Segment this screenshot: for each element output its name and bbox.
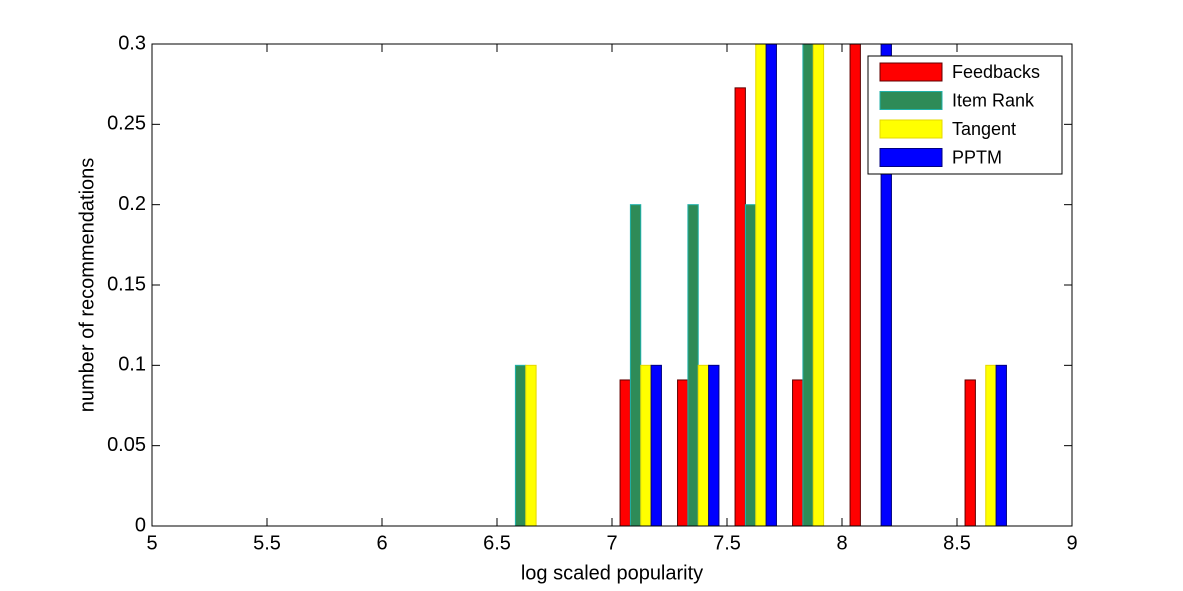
bars <box>514 44 1007 526</box>
bar <box>744 204 757 526</box>
bar <box>755 44 767 526</box>
y-tick-label: 0.2 <box>118 193 146 215</box>
bar <box>640 364 652 526</box>
legend-swatch <box>879 119 943 139</box>
x-tick-label: 8 <box>836 532 847 554</box>
bar <box>629 204 642 526</box>
x-tick-label: 5 <box>146 532 157 554</box>
y-tick-label: 0.3 <box>118 32 146 54</box>
x-tick-label: 9 <box>1066 532 1077 554</box>
bar <box>995 364 1007 526</box>
x-tick-label: 6.5 <box>483 532 511 554</box>
bar <box>514 364 527 526</box>
x-tick-label: 7 <box>606 532 617 554</box>
x-axis-label: log scaled popularity <box>521 562 703 584</box>
legend-swatch <box>879 91 943 110</box>
y-axis-label: number of recommendations <box>76 158 98 413</box>
bar <box>525 364 537 526</box>
y-tick-label: 0.25 <box>107 113 146 135</box>
x-tick-label: 5.5 <box>253 532 281 554</box>
bar <box>708 364 720 526</box>
bar <box>792 379 804 526</box>
bar <box>734 87 746 526</box>
bar <box>677 379 689 526</box>
bar <box>985 364 997 526</box>
y-tick-label: 0.1 <box>118 354 146 376</box>
bar <box>812 44 825 526</box>
legend-swatch <box>879 148 943 167</box>
bar <box>765 44 777 526</box>
y-tick-label: 0 <box>135 514 146 536</box>
y-tick-label: 0.05 <box>107 434 146 456</box>
legend-label: Feedbacks <box>952 62 1040 82</box>
legend-label: PPTM <box>952 147 1002 167</box>
y-tick-label: 0.15 <box>107 273 146 295</box>
x-tick-label: 6 <box>376 532 387 554</box>
legend-label: Item Rank <box>952 90 1035 110</box>
bar <box>849 44 861 526</box>
x-tick-label: 7.5 <box>713 532 741 554</box>
bar <box>802 44 814 526</box>
bar <box>964 379 976 526</box>
bar <box>880 44 892 526</box>
bar <box>687 204 699 526</box>
legend: Feedbacks Item Rank Tangent PPTM <box>867 55 1063 175</box>
bar <box>619 379 631 526</box>
bar <box>650 364 662 526</box>
x-tick-label: 8.5 <box>943 532 971 554</box>
bar <box>697 364 710 526</box>
legend-swatch <box>879 62 943 82</box>
legend-label: Tangent <box>952 119 1016 139</box>
